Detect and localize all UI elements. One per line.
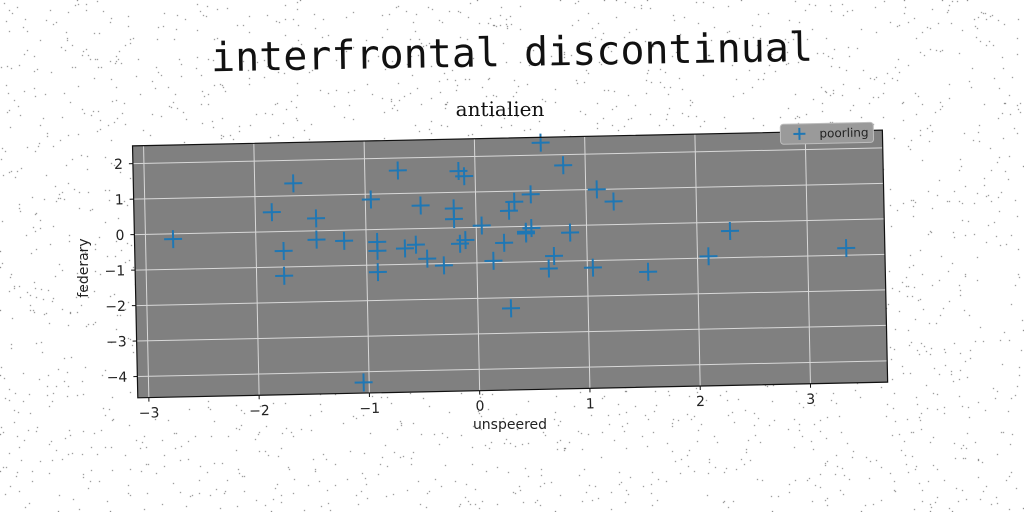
data-point	[418, 249, 437, 268]
plot-frame	[131, 129, 889, 399]
grid-line-x	[253, 143, 260, 396]
x-tick-label: 3	[806, 392, 815, 408]
y-axis-label: federary	[76, 238, 92, 297]
data-point	[395, 239, 414, 258]
data-point	[505, 192, 524, 211]
y-tick-label: −3	[106, 334, 127, 350]
data-point	[699, 247, 718, 266]
data-point	[262, 203, 281, 222]
grid-line-y	[132, 147, 883, 165]
chart-title: antialien	[456, 97, 545, 121]
data-point	[361, 190, 380, 209]
data-point	[455, 167, 474, 186]
data-point	[484, 251, 503, 270]
data-point	[604, 192, 623, 211]
plot-area	[132, 130, 888, 398]
data-point	[561, 223, 580, 242]
grid-line-y	[133, 182, 884, 200]
grid-line-x	[694, 134, 701, 387]
data-point	[639, 262, 658, 281]
data-point	[501, 299, 521, 318]
x-axis-label: unspeered	[473, 417, 547, 433]
data-point	[583, 258, 602, 277]
data-point	[274, 241, 293, 261]
grid-line-x	[804, 131, 811, 384]
data-point	[307, 230, 326, 249]
y-tick-label: 1	[115, 192, 124, 208]
data-point	[837, 239, 856, 258]
y-tick-labels: 2 1 0 −1 −2 −3 −4	[104, 157, 138, 386]
data-point	[275, 266, 294, 285]
x-tick-label: −3	[139, 405, 160, 421]
x-tick-labels: −3 −2 −1 0 1 2 3	[139, 383, 815, 422]
x-tick-label: 0	[475, 399, 484, 415]
grid-line-x	[143, 145, 150, 398]
grid-line-y	[136, 324, 887, 342]
data-point	[368, 241, 387, 260]
legend-box	[779, 121, 875, 145]
data-point	[587, 180, 606, 199]
data-point	[307, 209, 326, 228]
grid-line-y	[137, 360, 888, 378]
x-tick-label: 1	[586, 396, 595, 412]
data-points	[164, 133, 856, 392]
grid-line-x	[584, 136, 591, 389]
data-point	[164, 230, 183, 249]
y-tick-label: −1	[104, 263, 125, 279]
y-tick-label: −4	[107, 370, 128, 386]
y-tick-label: 0	[115, 228, 124, 244]
grid-lines	[132, 131, 888, 398]
grid-line-y	[134, 218, 885, 236]
legend-marker	[793, 127, 806, 140]
x-tick-label: 2	[696, 394, 705, 410]
data-point	[521, 185, 540, 204]
data-point	[495, 233, 514, 252]
x-tick-label: −1	[359, 401, 380, 417]
y-tick-label: −2	[105, 299, 126, 315]
grid-line-y	[135, 253, 885, 271]
x-tick-label: −2	[249, 403, 270, 419]
data-point	[539, 259, 558, 278]
data-point	[721, 221, 740, 241]
data-point	[434, 256, 453, 275]
data-point	[531, 133, 550, 152]
y-tick-label: 2	[114, 157, 123, 173]
grid-line-x	[363, 141, 370, 393]
axes-group: −3 −2 −1 0 1 2 3 2 1 0 −1 −2 −3 −4 poorling	[104, 121, 889, 422]
data-point	[516, 222, 535, 241]
data-point	[444, 210, 464, 229]
data-point	[472, 216, 491, 235]
data-point	[388, 161, 407, 180]
data-point	[354, 373, 373, 392]
grid-line-y	[135, 289, 886, 307]
data-point	[368, 263, 387, 282]
data-point	[406, 235, 425, 254]
data-point	[411, 196, 430, 215]
data-point	[284, 174, 303, 193]
data-point	[554, 156, 573, 175]
data-point	[450, 234, 470, 253]
legend: poorling	[779, 121, 875, 145]
grid-line-x	[473, 138, 481, 391]
legend-label: poorling	[819, 125, 868, 140]
data-point	[335, 231, 354, 250]
data-point	[545, 246, 564, 265]
